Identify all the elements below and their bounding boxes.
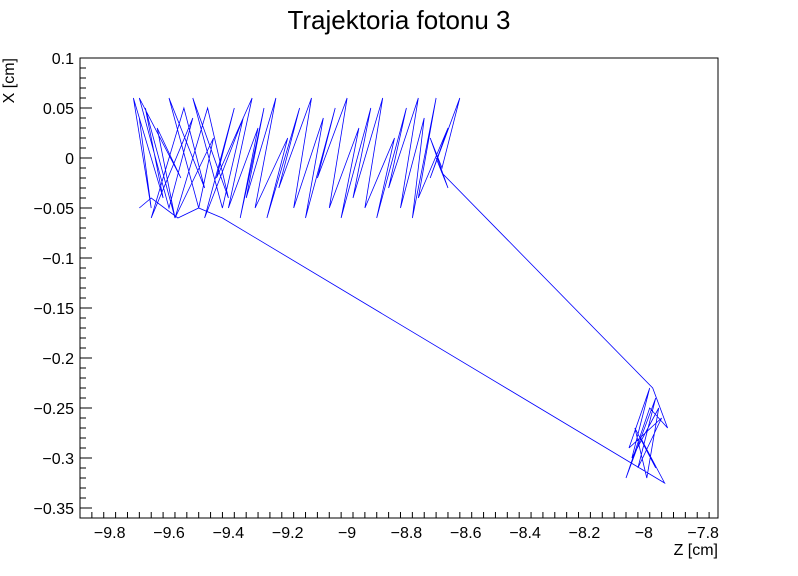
y-tick-label: −0.05 [34,201,75,218]
trajectory-line [133,97,668,485]
y-tick-label: −0.15 [34,301,75,318]
x-tick-label: −9.4 [213,525,245,542]
y-tick-label: −0.25 [34,401,75,418]
x-tick-label: −8.2 [569,525,601,542]
x-tick-label: −8.8 [391,525,423,542]
x-axis-ticks: −9.8 −9.6 −9.4 −9.2 −9 −8.8 −8.6 −8.4 −8.2 −8 −7.8 [79,512,719,542]
x-tick-label: −9.8 [94,525,126,542]
y-tick-label: −0.1 [42,251,74,268]
x-axis-title: Z [cm] [674,542,718,559]
x-tick-label: −8.4 [509,525,541,542]
x-tick-label: −9.2 [272,525,304,542]
x-tick-label: −8.6 [450,525,482,542]
chart-title: Trajektoria fotonu 3 [287,5,510,35]
y-tick-label: −0.3 [42,451,74,468]
plot-frame [79,57,719,519]
x-tick-label: −9.6 [153,525,185,542]
x-tick-label: −8 [635,525,653,542]
y-axis-title: X [cm] [1,58,18,103]
y-tick-label: 0.1 [52,51,74,68]
series-layer [133,97,668,485]
y-tick-label: −0.35 [34,501,75,518]
y-tick-label: 0.05 [43,101,74,118]
y-tick-label: −0.2 [42,351,74,368]
y-axis-ticks: 0.1 0.05 0 −0.05 −0.1 −0.15 −0.2 −0.25 −0.3 −0.35 [34,51,92,519]
x-tick-label: −7.8 [687,525,719,542]
y-tick-label: 0 [65,151,74,168]
x-tick-label: −9 [338,525,356,542]
